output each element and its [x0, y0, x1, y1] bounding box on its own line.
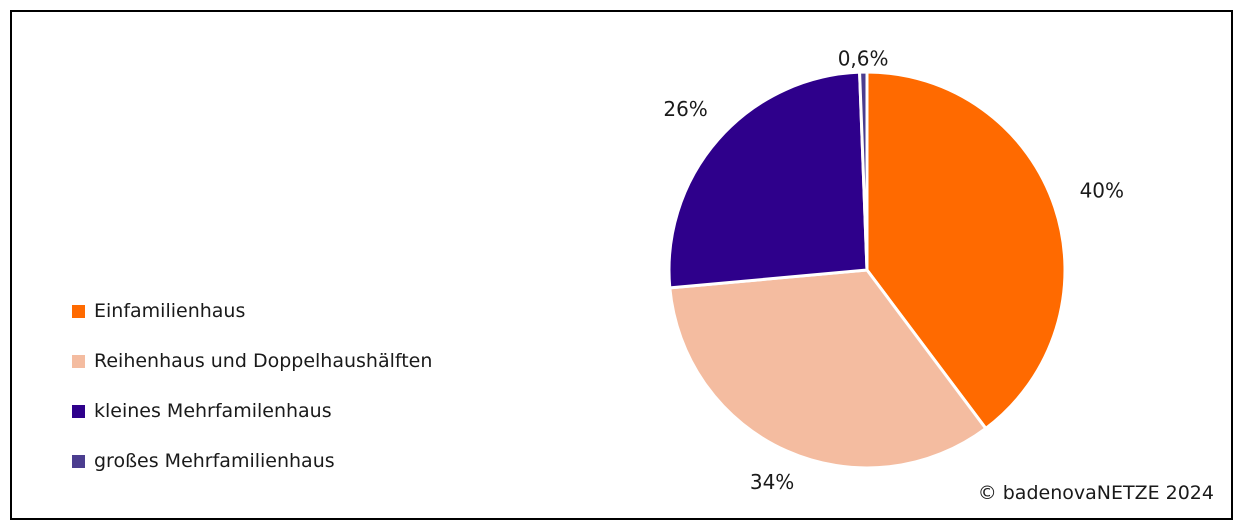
- legend: Einfamilienhaus Reihenhaus und Doppelhau…: [72, 299, 532, 499]
- pie-slice-einfamilienhaus: [865, 70, 1067, 430]
- legend-item-grosses-mehrfamilienhaus: großes Mehrfamilienhaus: [72, 449, 532, 473]
- legend-label-einfamilienhaus: Einfamilienhaus: [94, 300, 246, 322]
- pie-label-einfamilienhaus: 40%: [1080, 178, 1124, 202]
- pie-label-grosses-mehrfamilienhaus: 0,6%: [838, 47, 889, 71]
- pie-slice-kleines-mehrfamilienhaus: [667, 70, 869, 290]
- pie-label-kleines-mehrfamilienhaus: 26%: [663, 97, 707, 121]
- legend-swatch-kleines-mehrfamilienhaus: [72, 404, 85, 418]
- legend-item-reihenhaus: Reihenhaus und Doppelhaushälften: [72, 349, 532, 373]
- copyright-notice: © badenovaNETZE 2024: [977, 482, 1214, 504]
- legend-item-einfamilienhaus: Einfamilienhaus: [72, 299, 532, 323]
- pie-slice-reihenhaus: [668, 268, 988, 470]
- legend-item-kleines-mehrfamilienhaus: kleines Mehrfamilenhaus: [72, 399, 532, 423]
- legend-swatch-grosses-mehrfamilienhaus: [72, 454, 85, 468]
- legend-label-reihenhaus: Reihenhaus und Doppelhaushälften: [94, 350, 433, 372]
- pie-slices: [667, 70, 1067, 470]
- legend-swatch-einfamilienhaus: [72, 304, 85, 318]
- legend-label-grosses-mehrfamilienhaus: großes Mehrfamilienhaus: [94, 450, 335, 472]
- legend-label-kleines-mehrfamilienhaus: kleines Mehrfamilenhaus: [94, 400, 332, 422]
- pie-value-labels: 40% 34% 26% 0,6%: [663, 47, 1124, 494]
- legend-swatch-reihenhaus: [72, 354, 85, 368]
- pie-chart: 40% 34% 26% 0,6%: [663, 47, 1124, 494]
- pie-label-reihenhaus: 34%: [750, 470, 794, 494]
- pie-slice-grosses-mehrfamilienhaus: [858, 70, 869, 272]
